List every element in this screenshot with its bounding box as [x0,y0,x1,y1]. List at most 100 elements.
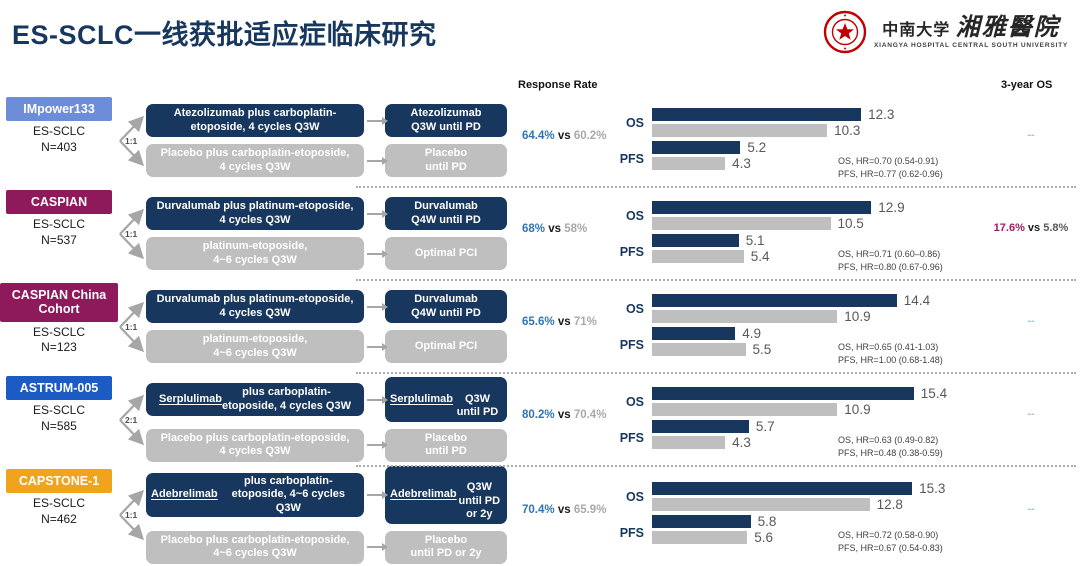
bar-value: 14.4 [903,293,931,308]
hr-annotation: OS, HR=0.72 (0.58-0.90) PFS, HR=0.67 (0.… [838,530,943,554]
pfs-bar-control [652,531,748,545]
hr-annotation: OS, HR=0.71 (0.60–0.86) PFS, HR=0.80 (0.… [838,249,943,273]
trial-badge: CAPSTONE-1 [6,469,112,494]
experimental-arm-box: Durvalumab plus platinum-etoposide, 4 cy… [146,197,364,230]
flow-arrow-icon [367,490,388,499]
os-bar-control [652,403,838,416]
bar-value: 10.9 [844,402,871,417]
trial-row-impower133: IMpower133 ES-SCLC N=403 1:1 Atezolizuma… [0,94,1080,187]
bar-value: 5.4 [750,249,770,264]
trial-badge: ASTRUM-005 [6,376,112,401]
trial-n: N=537 [41,232,77,247]
os-bar-experimental [652,108,862,121]
trial-badge: CASPIAN [6,190,112,215]
trial-population: ES-SCLC [32,496,85,511]
flow-arrow-icon [367,156,388,165]
bar-value: 4.9 [742,326,762,341]
experimental-maintenance-box: Durvalumab Q4W until PD [385,197,507,230]
randomization-split-icon: 1:1 [118,105,146,177]
flow-arrow-icon [367,395,388,404]
trial-n: N=403 [41,139,77,154]
trial-rows: IMpower133 ES-SCLC N=403 1:1 Atezolizuma… [0,94,1080,564]
os-bar-control [652,217,831,230]
control-maintenance-box: Placebo until PD [385,428,507,462]
pfs-bar-experimental [652,234,739,247]
pfs-bar-control [652,250,744,263]
trial-population: ES-SCLC [32,217,85,232]
trial-population: ES-SCLC [32,403,85,418]
three-year-os-value: -- [1027,502,1035,515]
pfs-bar-experimental [652,141,741,154]
pfs-bar-experimental [652,420,749,433]
control-arm-box: platinum-etoposide, 4~6 cycles Q3W [146,237,364,270]
three-year-os-value: -- [1027,314,1035,327]
hospital-logo: 中南大学 湘雅醫院 XIANGYA HOSPITAL CENTRAL SOUTH… [823,10,1068,54]
os-label: OS [625,301,644,316]
bar-value: 5.2 [747,140,767,155]
bar-value: 5.8 [757,514,777,530]
pfs-label: PFS [619,244,644,259]
control-arm-box: platinum-etoposide, 4~6 cycles Q3W [146,330,364,363]
pfs-label: PFS [619,337,644,352]
os-bar-experimental [652,294,897,307]
experimental-arm-box: Adebrelimab plus carboplatin- etoposide,… [146,472,364,517]
response-rate-value: 65.6% vs 71% [522,315,597,328]
experimental-maintenance-box: Serplulimab Q3W until PD [385,377,507,422]
trial-n: N=585 [41,418,77,433]
bar-value: 5.5 [752,342,772,357]
experimental-maintenance-box: Atezolizumab Q3W until PD [385,104,507,137]
response-rate-value: 68% vs 58% [522,222,588,235]
bar-value: 4.3 [732,435,751,450]
control-arm-box: Placebo plus carboplatin-etoposide, 4 cy… [146,144,364,177]
pfs-label: PFS [619,525,644,540]
os-bar-experimental [652,482,913,496]
hospital-seal-icon [823,10,867,54]
hr-annotation: OS, HR=0.65 (0.41-1.03) PFS, HR=1.00 (0.… [838,342,943,366]
control-maintenance-box: Placebo until PD or 2y [385,530,507,564]
bar-value: 4.3 [732,156,751,171]
hr-annotation: OS, HR=0.70 (0.54-0.91) PFS, HR=0.77 (0.… [838,156,943,180]
experimental-arm-box: Serplulimab plus carboplatin- etoposide,… [146,383,364,416]
randomization-split-icon: 1:1 [118,291,146,363]
control-maintenance-box: Optimal PCI [385,237,507,270]
control-maintenance-box: Optimal PCI [385,330,507,363]
bar-value: 15.3 [919,481,946,497]
trial-population: ES-SCLC [32,124,85,139]
column-header-response-rate: Response Rate [518,79,598,91]
os-label: OS [625,115,644,130]
flow-arrow-icon [367,249,388,258]
os-label: OS [625,489,644,504]
bar-value: 10.3 [834,123,861,138]
pfs-label: PFS [619,430,644,445]
hospital-name-en: XIANGYA HOSPITAL CENTRAL SOUTH UNIVERSIT… [873,42,1068,49]
randomization-split-icon: 1:1 [118,479,146,551]
hospital-name-cn: 中南大学 湘雅醫院 [882,12,1060,41]
trial-population: ES-SCLC [32,324,85,339]
randomization-ratio: 1:1 [125,135,138,146]
trial-row-caspian: CASPIAN ES-SCLC N=537 1:1 Durvalumab plu… [0,186,1080,280]
page-title: ES-SCLC一线获批适应症临床研究 [12,20,437,50]
pfs-bar-control [652,436,726,449]
three-year-os-value: -- [1027,407,1035,420]
flow-arrow-icon [367,543,388,552]
column-header-3year-os: 3-year OS [1001,79,1053,91]
randomization-ratio: 1:1 [125,228,138,239]
os-bar-experimental [652,387,914,400]
hr-annotation: OS, HR=0.63 (0.49-0.82) PFS, HR=0.48 (0.… [838,435,943,459]
bar-value: 5.6 [754,530,773,546]
pfs-bar-control [652,343,746,356]
experimental-maintenance-box: Adebrelimab Q3W until PD or 2y [385,466,507,524]
experimental-maintenance-box: Durvalumab Q4W until PD [385,290,507,323]
three-year-os-value: 17.6% vs 5.8% [993,221,1069,234]
bar-value: 12.3 [868,107,895,122]
os-bar-control [652,498,870,512]
randomization-ratio: 1:1 [125,509,138,520]
trial-n: N=462 [41,511,77,526]
trial-row-caspian-china: CASPIAN China Cohort ES-SCLC N=123 1:1 D… [0,279,1080,373]
trial-n: N=123 [41,340,77,355]
trial-badge: IMpower133 [6,97,112,122]
response-rate-value: 70.4% vs 65.9% [522,503,607,516]
experimental-arm-box: Atezolizumab plus carboplatin- etoposide… [146,104,364,137]
three-year-os-value: -- [1027,128,1035,141]
pfs-bar-control [652,157,726,170]
